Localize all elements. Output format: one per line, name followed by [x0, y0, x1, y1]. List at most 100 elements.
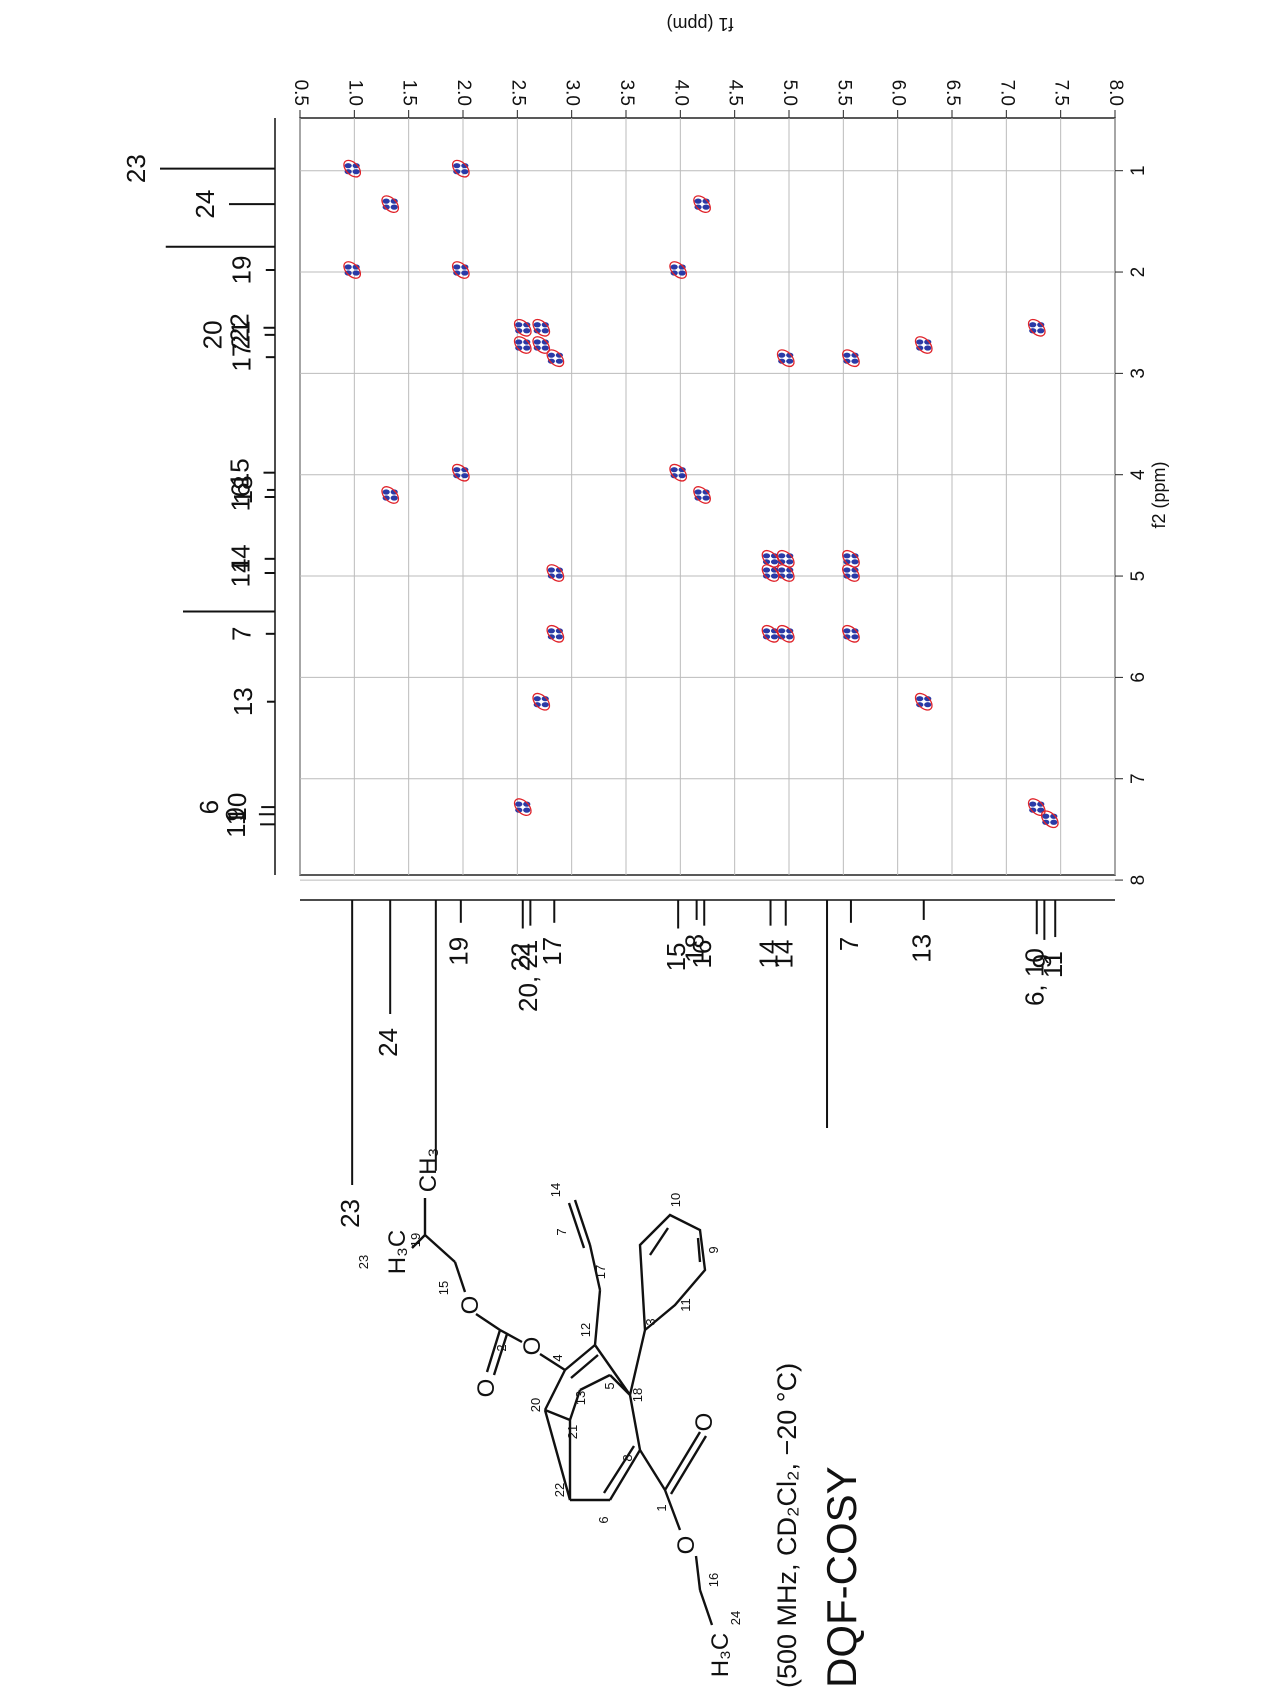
y-tick-label: 2.0 [453, 80, 474, 106]
negative-contour [669, 261, 688, 279]
positive-contour [523, 345, 531, 351]
peak-label: 9 [1027, 954, 1057, 968]
x-tick-label: 8 [1128, 875, 1149, 886]
y-tick-label: 5.0 [779, 80, 800, 106]
peak-label: 14 [226, 559, 256, 588]
negative-contour [761, 564, 780, 582]
peak-label: 24 [373, 1028, 403, 1057]
peak-label: 6 [194, 800, 224, 814]
positive-contour [382, 489, 390, 495]
positive-contour [786, 559, 794, 565]
positive-contour [1029, 322, 1037, 328]
positive-contour [523, 328, 531, 334]
peak-label: 9 [220, 807, 250, 821]
cross-peak [451, 261, 470, 279]
atom-number: 13 [573, 1391, 588, 1405]
cross-peak [776, 549, 795, 568]
negative-contour [1027, 318, 1046, 337]
positive-contour [461, 270, 469, 276]
x-tick-label: 4 [1128, 469, 1149, 480]
y-tick-label: 3.5 [616, 80, 637, 106]
negative-contour [776, 549, 795, 568]
atom-number: 5 [602, 1382, 617, 1389]
positive-contour [843, 352, 851, 358]
peak-label: 11 [1038, 951, 1068, 978]
positive-contour [453, 467, 461, 473]
cross-peak [1040, 810, 1059, 829]
positive-contour [786, 573, 794, 579]
atom-number: 8 [620, 1454, 635, 1461]
negative-contour [693, 486, 711, 504]
positive-contour [851, 573, 859, 579]
y-tick-label: 6.5 [942, 80, 963, 106]
cross-peak [343, 261, 362, 279]
positive-contour [702, 204, 710, 210]
positive-contour [515, 801, 523, 807]
positive-contour [547, 628, 555, 634]
positive-contour [770, 634, 779, 640]
peak-label: 14 [753, 940, 783, 969]
atom-number: 22 [552, 1483, 567, 1497]
cross-peak [761, 549, 780, 568]
atom-number: 19 [408, 1233, 423, 1247]
cross-peak [532, 318, 551, 337]
x-axis-title: f2 (ppm) [1149, 461, 1169, 528]
cross-peak [761, 624, 780, 643]
atom-number: 10 [668, 1193, 683, 1207]
negative-contour [776, 564, 795, 582]
x-tick-label: 1 [1128, 165, 1149, 176]
negative-contour [513, 798, 532, 816]
peak-label: 20 [198, 320, 228, 349]
positive-contour [1037, 328, 1045, 334]
negative-contour [546, 624, 565, 643]
peak-label: 16 [226, 483, 256, 512]
negative-contour [842, 564, 860, 582]
atom-number: 2 [494, 1344, 509, 1351]
bonds [411, 1198, 714, 1626]
positive-contour [778, 553, 786, 559]
negative-contour [669, 463, 688, 482]
positive-contour [851, 559, 859, 565]
positive-contour [670, 264, 678, 270]
negative-contour [842, 349, 860, 368]
negative-contour [513, 336, 532, 354]
cross-peak [546, 349, 565, 368]
positive-contour [344, 264, 352, 270]
cross-peak [761, 564, 780, 582]
positive-contour [702, 495, 710, 501]
atom-number: 4 [550, 1354, 565, 1361]
peak-label: 13 [228, 687, 258, 716]
atom-number: 9 [706, 1246, 721, 1253]
negative-contour [343, 261, 362, 279]
negative-contour [381, 195, 400, 214]
peak-label: 17 [227, 343, 257, 372]
negative-contour [776, 349, 795, 368]
peak-label: 7 [227, 627, 257, 641]
peak-label: 18 [228, 475, 258, 504]
positive-contour [382, 198, 390, 204]
negative-contour [842, 549, 860, 568]
negative-contour [776, 624, 795, 643]
peak-label: 19 [444, 937, 474, 966]
negative-contour [451, 261, 470, 279]
cross-peak [776, 564, 795, 582]
positive-contour [541, 345, 549, 351]
y-tick-label: 0.5 [290, 80, 311, 106]
positive-contour [515, 339, 523, 345]
peak-label: 16 [687, 940, 717, 969]
y-tick-label: 7.5 [1051, 80, 1072, 106]
atom-number: 23 [356, 1255, 371, 1269]
positive-contour [678, 473, 686, 479]
peak-label: 7 [834, 937, 864, 951]
positive-contour [762, 628, 771, 634]
peak-label: 13 [907, 934, 937, 963]
atom-label: O [457, 1296, 484, 1315]
peak-label: 14 [226, 544, 256, 573]
negative-contour [1040, 810, 1059, 829]
positive-contour [515, 322, 523, 328]
atom-number: 14 [548, 1183, 563, 1197]
positive-contour [533, 339, 541, 345]
positive-contour [547, 352, 555, 358]
